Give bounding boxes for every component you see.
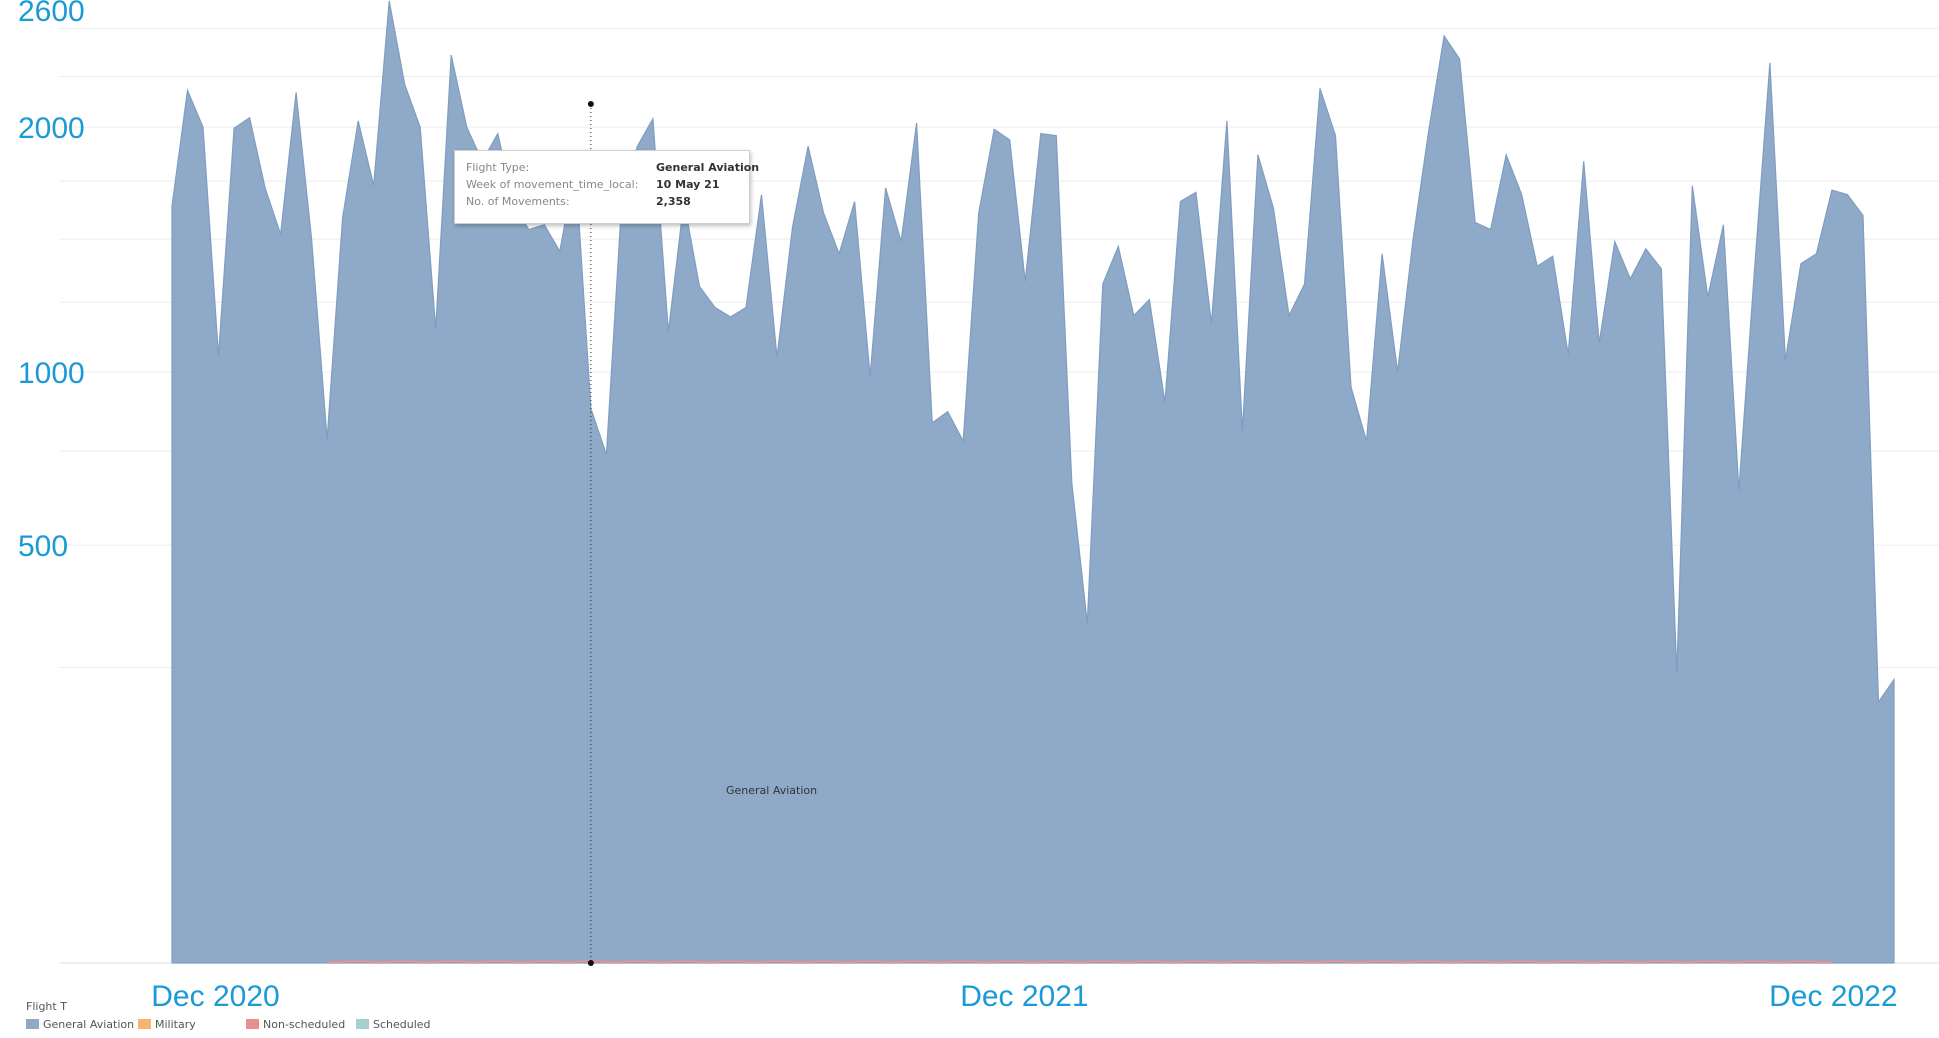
y-tick-label: 2000	[18, 112, 85, 145]
legend-label: Military	[155, 1018, 196, 1031]
legend-swatch	[26, 1019, 39, 1029]
tooltip-key: Week of movement_time_local:	[466, 178, 639, 191]
area-series-label: General Aviation	[726, 784, 818, 797]
tooltip-row-flight-type: Flight Type: General Aviation	[466, 161, 759, 177]
tooltip-row-week: Week of movement_time_local: 10 May 21	[466, 178, 719, 194]
hover-baseline-point	[587, 960, 594, 966]
x-tick-label: Dec 2021	[960, 980, 1088, 1013]
tooltip-value: 10 May 21	[656, 178, 720, 191]
legend-item-general-aviation[interactable]: General Aviation	[26, 1018, 134, 1032]
legend-item-military[interactable]: Military	[138, 1018, 196, 1032]
non-scheduled-line	[327, 959, 1832, 963]
tooltip-value: General Aviation	[656, 161, 760, 174]
legend-swatch	[246, 1019, 259, 1029]
legend-label: General Aviation	[43, 1018, 135, 1031]
y-tick-label: 1000	[18, 357, 85, 390]
legend-title: Flight T	[26, 1000, 67, 1013]
tooltip-row-movements: No. of Movements: 2,358	[466, 195, 691, 211]
y-tick-label: 500	[18, 530, 68, 563]
tooltip-key: Flight Type:	[466, 161, 530, 174]
legend-item-scheduled[interactable]: Scheduled	[356, 1018, 431, 1032]
legend-swatch	[356, 1019, 369, 1029]
legend-label: Scheduled	[373, 1018, 431, 1031]
tooltip-key: No. of Movements:	[466, 195, 570, 208]
tooltip: Flight Type: General Aviation Week of mo…	[454, 150, 759, 224]
legend-label: Non-scheduled	[263, 1018, 346, 1031]
legend-swatch	[138, 1019, 151, 1029]
y-axis-ticks: 500 1000 2000 2600	[18, 0, 85, 563]
legend-item-non-scheduled[interactable]: Non-scheduled	[246, 1018, 345, 1032]
tooltip-value: 2,358	[656, 195, 691, 208]
general-aviation-area[interactable]	[171, 0, 1895, 964]
hover-point	[587, 101, 594, 107]
y-tick-label: 2600	[18, 0, 85, 28]
x-tick-label: Dec 2022	[1769, 980, 1897, 1013]
x-tick-label: Dec 2020	[151, 980, 279, 1013]
x-axis-ticks: Dec 2020 Dec 2021 Dec 2022	[151, 980, 1897, 1013]
